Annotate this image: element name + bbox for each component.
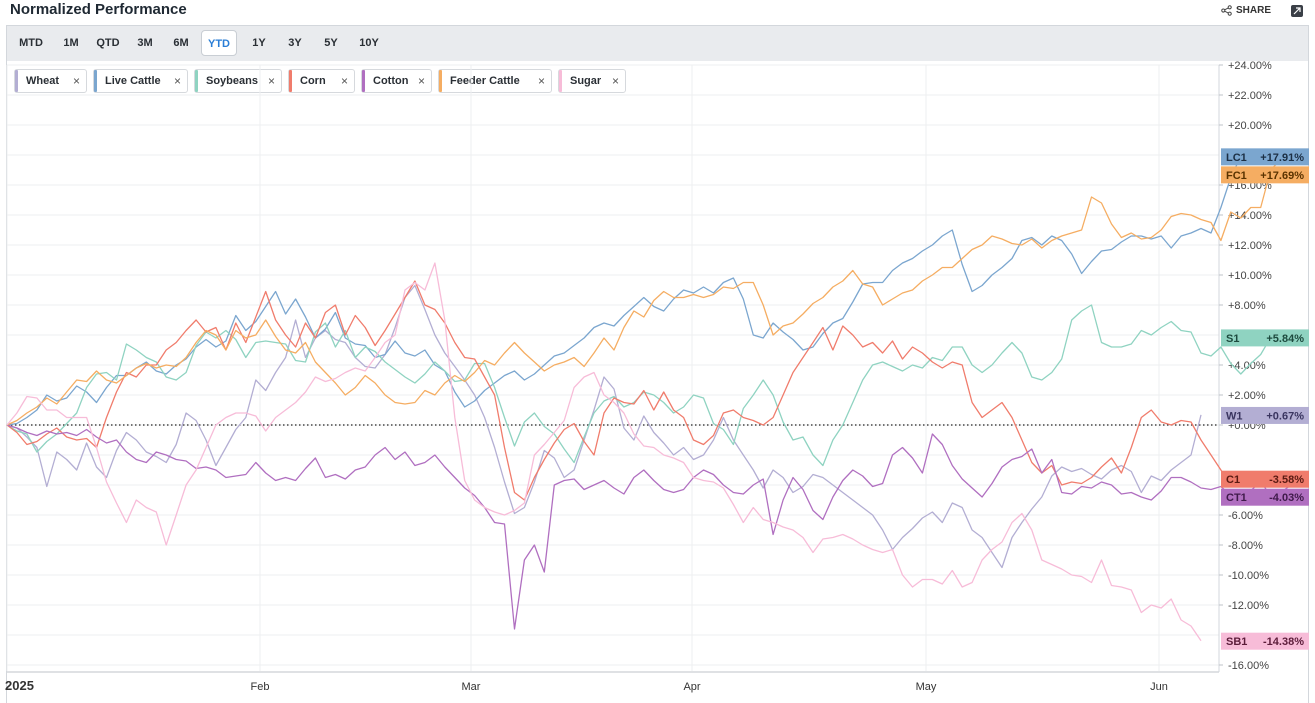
range-10y-button[interactable]: 10Y (359, 37, 379, 49)
y-tick-label: +10.00% (1228, 270, 1272, 282)
range-1y-button[interactable]: 1Y (252, 37, 266, 49)
value-badge-lc1 (1221, 148, 1309, 166)
legend-label: Feeder Cattle (450, 75, 520, 87)
legend-swatch (195, 70, 198, 92)
legend-label: Wheat (26, 75, 59, 87)
range-5y-button[interactable]: 5Y (324, 37, 338, 49)
value-badge-value: +5.84% (1266, 333, 1304, 345)
value-badge-value: -4.03% (1269, 492, 1304, 504)
legend-chip-soybeans[interactable]: Soybeans × (194, 69, 282, 93)
share-button[interactable]: SHARE (1221, 5, 1271, 16)
x-tick-label: Mar (462, 681, 481, 693)
y-tick-label: +4.00% (1228, 360, 1266, 372)
range-mtd-button[interactable]: MTD (19, 37, 43, 49)
value-badge-symbol: C1 (1226, 474, 1240, 486)
value-badge-symbol: SB1 (1226, 636, 1247, 648)
expand-button[interactable] (1291, 5, 1303, 17)
y-tick-label: -12.00% (1228, 600, 1269, 612)
x-tick-label: 2025 (5, 678, 34, 693)
y-tick-label: +14.00% (1228, 210, 1272, 222)
remove-series-icon[interactable]: × (267, 74, 275, 88)
range-toolbar: MTD 1M QTD 3M 6M YTD 1Y 3Y 5Y 10Y (6, 25, 1309, 61)
legend-label: Corn (300, 75, 326, 87)
series-line-feeder-cattle (6, 159, 1282, 426)
legend-chip-wheat[interactable]: Wheat × (14, 69, 87, 93)
legend-chip-cotton[interactable]: Cotton × (361, 69, 432, 93)
value-badge-w1 (1221, 406, 1309, 424)
legend-chip-feeder-cattle[interactable]: Feeder Cattle × (438, 69, 552, 93)
remove-series-icon[interactable]: × (611, 74, 619, 88)
y-tick-label: -6.00% (1228, 510, 1263, 522)
series-line-sugar (6, 262, 1202, 642)
series-line-corn (6, 280, 1271, 501)
value-badge-fc1 (1221, 166, 1309, 184)
value-badge-s1 (1221, 329, 1309, 347)
y-tick-label: -8.00% (1228, 540, 1263, 552)
share-icon (1221, 5, 1232, 16)
legend-label: Cotton (373, 75, 409, 87)
series-line-live-cattle (6, 156, 1242, 426)
y-tick-label: +20.00% (1228, 120, 1272, 132)
value-badge-symbol: FC1 (1226, 170, 1247, 182)
x-tick-label: May (916, 681, 937, 693)
range-qtd-button[interactable]: QTD (96, 37, 120, 49)
value-badge-sb1 (1221, 632, 1309, 650)
value-badge-symbol: LC1 (1226, 152, 1247, 164)
y-tick-label: +8.00% (1228, 300, 1266, 312)
remove-series-icon[interactable]: × (417, 74, 425, 88)
legend-chip-sugar[interactable]: Sugar × (558, 69, 626, 93)
series-line-cotton (6, 424, 1291, 630)
remove-series-icon[interactable]: × (537, 74, 545, 88)
x-tick-label: Jun (1150, 681, 1168, 693)
value-badge-symbol: CT1 (1226, 492, 1247, 504)
x-tick-label: Feb (251, 681, 270, 693)
y-tick-label: -10.00% (1228, 570, 1269, 582)
value-badge-c1 (1221, 470, 1309, 488)
share-label: SHARE (1235, 5, 1271, 16)
legend-swatch (94, 70, 97, 92)
legend-label: Sugar (570, 75, 602, 87)
legend-swatch (559, 70, 562, 92)
y-tick-label: -16.00% (1228, 660, 1269, 672)
remove-series-icon[interactable]: × (173, 74, 181, 88)
legend-chip-live-cattle[interactable]: Live Cattle × (93, 69, 188, 93)
y-tick-label: +24.00% (1228, 60, 1272, 72)
expand-icon (1293, 7, 1301, 15)
range-3m-button[interactable]: 3M (137, 37, 153, 49)
legend-swatch (439, 70, 442, 92)
legend-swatch (362, 70, 365, 92)
y-tick-label: +2.00% (1228, 390, 1266, 402)
page-title: Normalized Performance (10, 1, 187, 18)
remove-series-icon[interactable]: × (72, 74, 80, 88)
range-6m-button[interactable]: 6M (173, 37, 189, 49)
range-ytd-button[interactable]: YTD (201, 30, 237, 56)
value-badge-value: -14.38% (1263, 636, 1304, 648)
value-badge-value: +17.91% (1260, 152, 1304, 164)
value-badge-symbol: S1 (1226, 333, 1239, 345)
y-tick-label: +22.00% (1228, 90, 1272, 102)
value-badge-value: +0.67% (1266, 410, 1304, 422)
y-tick-label: +12.00% (1228, 240, 1272, 252)
range-3y-button[interactable]: 3Y (288, 37, 302, 49)
value-badge-value: -3.58% (1269, 474, 1304, 486)
legend-chip-corn[interactable]: Corn × (288, 69, 355, 93)
series-line-soybeans (6, 304, 1272, 467)
x-tick-label: Apr (683, 681, 700, 693)
range-1m-button[interactable]: 1M (63, 37, 79, 49)
value-badge-symbol: W1 (1226, 410, 1243, 422)
legend-label: Live Cattle (105, 75, 161, 87)
legend-label: Soybeans (206, 75, 258, 87)
legend-swatch (15, 70, 18, 92)
series-line-wheat (6, 284, 1202, 569)
value-badge-ct1 (1221, 488, 1309, 506)
value-badge-value: +17.69% (1260, 170, 1304, 182)
remove-series-icon[interactable]: × (340, 74, 348, 88)
legend-swatch (289, 70, 292, 92)
